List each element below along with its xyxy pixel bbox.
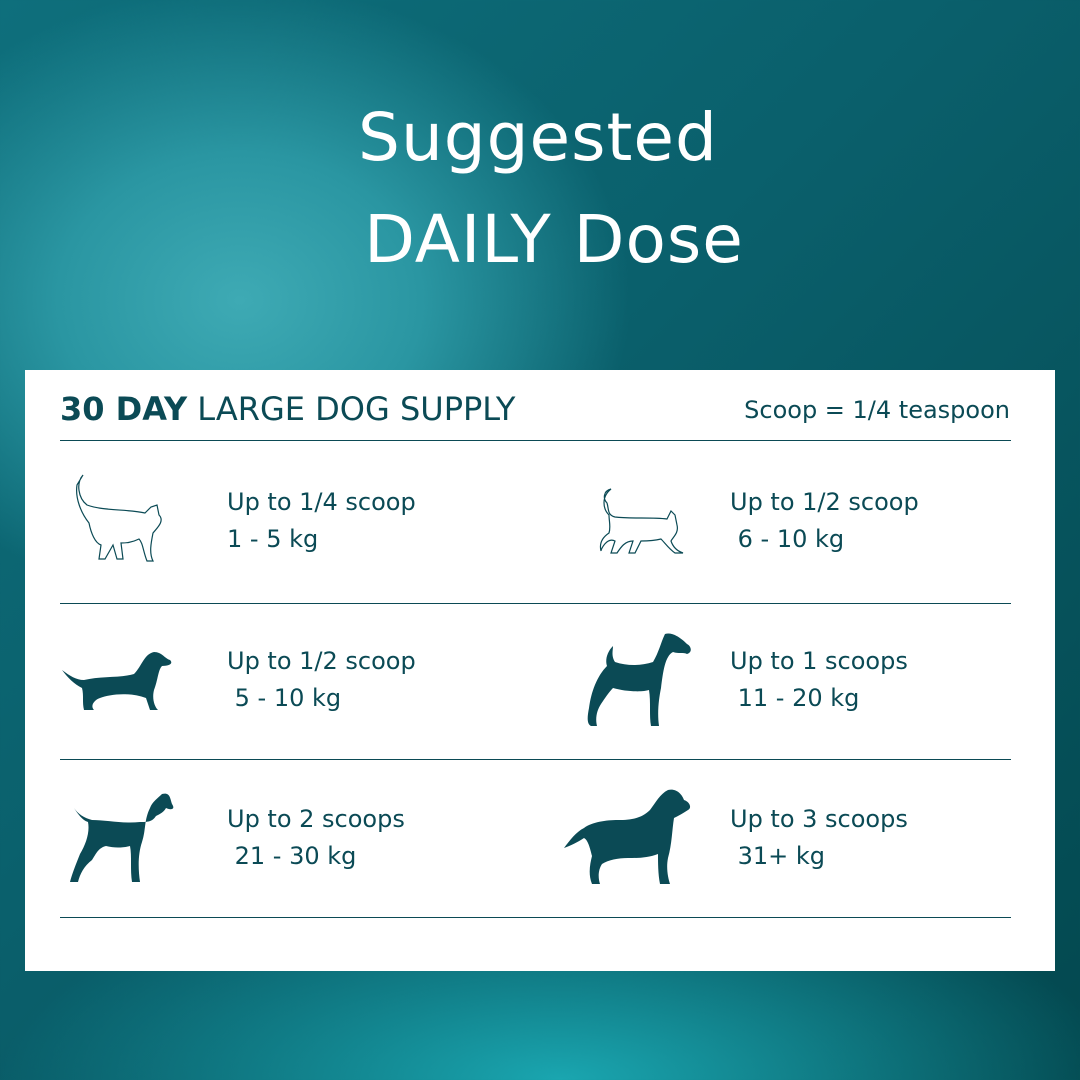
dose-label: Up to 2 scoops — [227, 805, 405, 833]
scoop-note: Scoop = 1/4 teaspoon — [744, 396, 1010, 424]
weight-label: 5 - 10 kg — [227, 684, 342, 712]
weight-label: 6 - 10 kg — [730, 525, 845, 553]
dose-label: Up to 1/2 scoop — [227, 647, 416, 675]
dose-label: Up to 1/2 scoop — [730, 488, 919, 516]
weight-label: 31+ kg — [730, 842, 826, 870]
dose-label: Up to 1/4 scoop — [227, 488, 416, 516]
header-rest: LARGE DOG SUPPLY — [187, 390, 516, 428]
cat-outline-icon — [76, 474, 162, 562]
terrier-dog-icon — [587, 633, 691, 726]
dose-label: Up to 3 scoops — [730, 805, 908, 833]
weight-label: 11 - 20 kg — [730, 684, 860, 712]
dose-card: 30 DAY LARGE DOG SUPPLY Scoop = 1/4 teas… — [25, 370, 1055, 971]
medium-dog-icon — [70, 793, 174, 882]
weight-label: 1 - 5 kg — [227, 525, 319, 553]
card-header: 30 DAY LARGE DOG SUPPLY — [60, 390, 515, 428]
large-dog-icon — [564, 789, 691, 884]
small-dog-icon — [62, 652, 172, 710]
divider — [60, 759, 1011, 760]
divider — [60, 917, 1011, 918]
title-line-1: Suggested — [358, 99, 718, 176]
header-bold: 30 DAY — [60, 390, 188, 428]
cat-outline-small-icon — [599, 488, 684, 554]
title-line-2: DAILY Dose — [364, 201, 744, 278]
divider — [60, 440, 1011, 441]
divider — [60, 603, 1011, 604]
weight-label: 21 - 30 kg — [227, 842, 357, 870]
dose-label: Up to 1 scoops — [730, 647, 908, 675]
